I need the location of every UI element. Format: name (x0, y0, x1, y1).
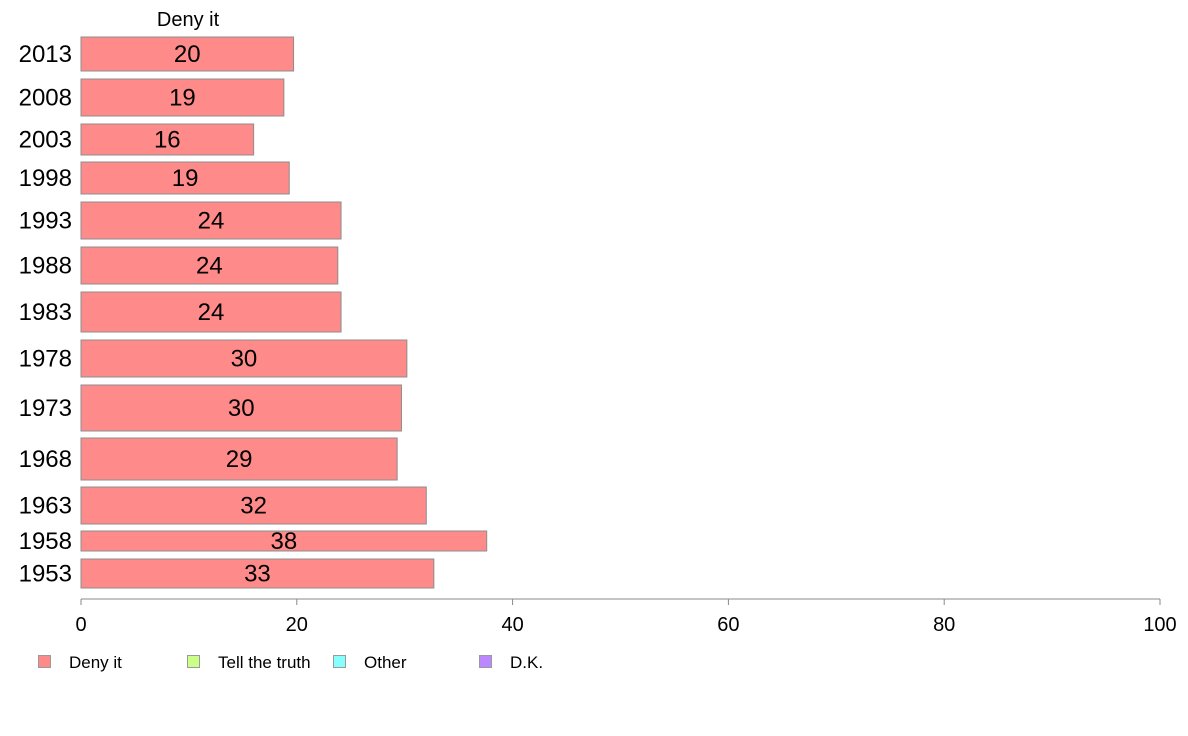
x-axis: 0 20 40 60 80 100 (75, 598, 1177, 636)
bar-1983 (80, 291, 342, 333)
bar-1998 (80, 161, 290, 195)
y-tick-label-1993: 1993 (19, 208, 72, 235)
legend-swatch-other (333, 655, 346, 668)
y-tick-label-1983: 1983 (19, 299, 72, 326)
x-tick-label-0: 0 (75, 614, 86, 636)
data-label-1963: 32 (240, 493, 267, 520)
y-tick-label-2003: 2003 (19, 127, 72, 154)
x-tick-label-40: 40 (501, 614, 523, 636)
y-tick-label-1953: 1953 (19, 561, 72, 588)
data-label-1988: 24 (196, 253, 223, 280)
y-tick-label-1963: 1963 (19, 493, 72, 520)
legend-swatch-dk (479, 655, 492, 668)
y-tick-label-2008: 2008 (19, 85, 72, 112)
data-label-2008: 19 (169, 85, 196, 112)
legend-swatch-deny-it (38, 655, 51, 668)
data-label-1993: 24 (198, 208, 225, 235)
y-tick-label-1998: 1998 (19, 165, 72, 192)
data-label-1978: 30 (231, 346, 258, 373)
y-tick-label-1988: 1988 (19, 253, 72, 280)
bars-layer: 2013 20 2008 19 2003 16 1998 19 1993 24 1988 24 1983… (19, 36, 488, 589)
y-tick-label-1958: 1958 (19, 528, 72, 555)
bar-1988 (80, 246, 339, 285)
legend-label-dk: D.K. (510, 653, 544, 672)
x-tick-label-80: 80 (933, 614, 955, 636)
y-tick-label-2013: 2013 (19, 41, 72, 68)
legend-label-deny-it: Deny it (69, 653, 122, 672)
data-label-1973: 30 (228, 395, 255, 422)
data-label-2003: 16 (154, 127, 181, 154)
x-tick-label-100: 100 (1143, 614, 1176, 636)
data-label-1968: 29 (226, 446, 253, 473)
y-tick-label-1978: 1978 (19, 346, 72, 373)
legend-swatch-tell-the-truth (187, 655, 200, 668)
bar-2013 (80, 36, 295, 72)
bar-1958 (80, 530, 488, 552)
y-tick-label-1968: 1968 (19, 446, 72, 473)
chart-title: Deny it (157, 9, 220, 31)
data-label-1998: 19 (172, 165, 199, 192)
data-label-1958: 38 (271, 528, 298, 555)
bar-1978 (80, 339, 408, 378)
bar-1993 (80, 201, 342, 240)
x-tick-label-20: 20 (286, 614, 308, 636)
y-tick-label-1973: 1973 (19, 395, 72, 422)
bar-2008 (80, 78, 285, 117)
legend-label-other: Other (364, 653, 407, 672)
x-tick-label-60: 60 (717, 614, 739, 636)
bar-1968 (80, 437, 398, 481)
legend-label-tell-the-truth: Tell the truth (218, 653, 311, 672)
data-label-1953: 33 (244, 561, 271, 588)
bar-1973 (80, 384, 402, 432)
data-label-1983: 24 (198, 299, 225, 326)
bar-1963 (80, 486, 427, 525)
bar-2003 (80, 123, 255, 156)
data-label-2013: 20 (174, 41, 201, 68)
bar-1953 (80, 558, 435, 589)
